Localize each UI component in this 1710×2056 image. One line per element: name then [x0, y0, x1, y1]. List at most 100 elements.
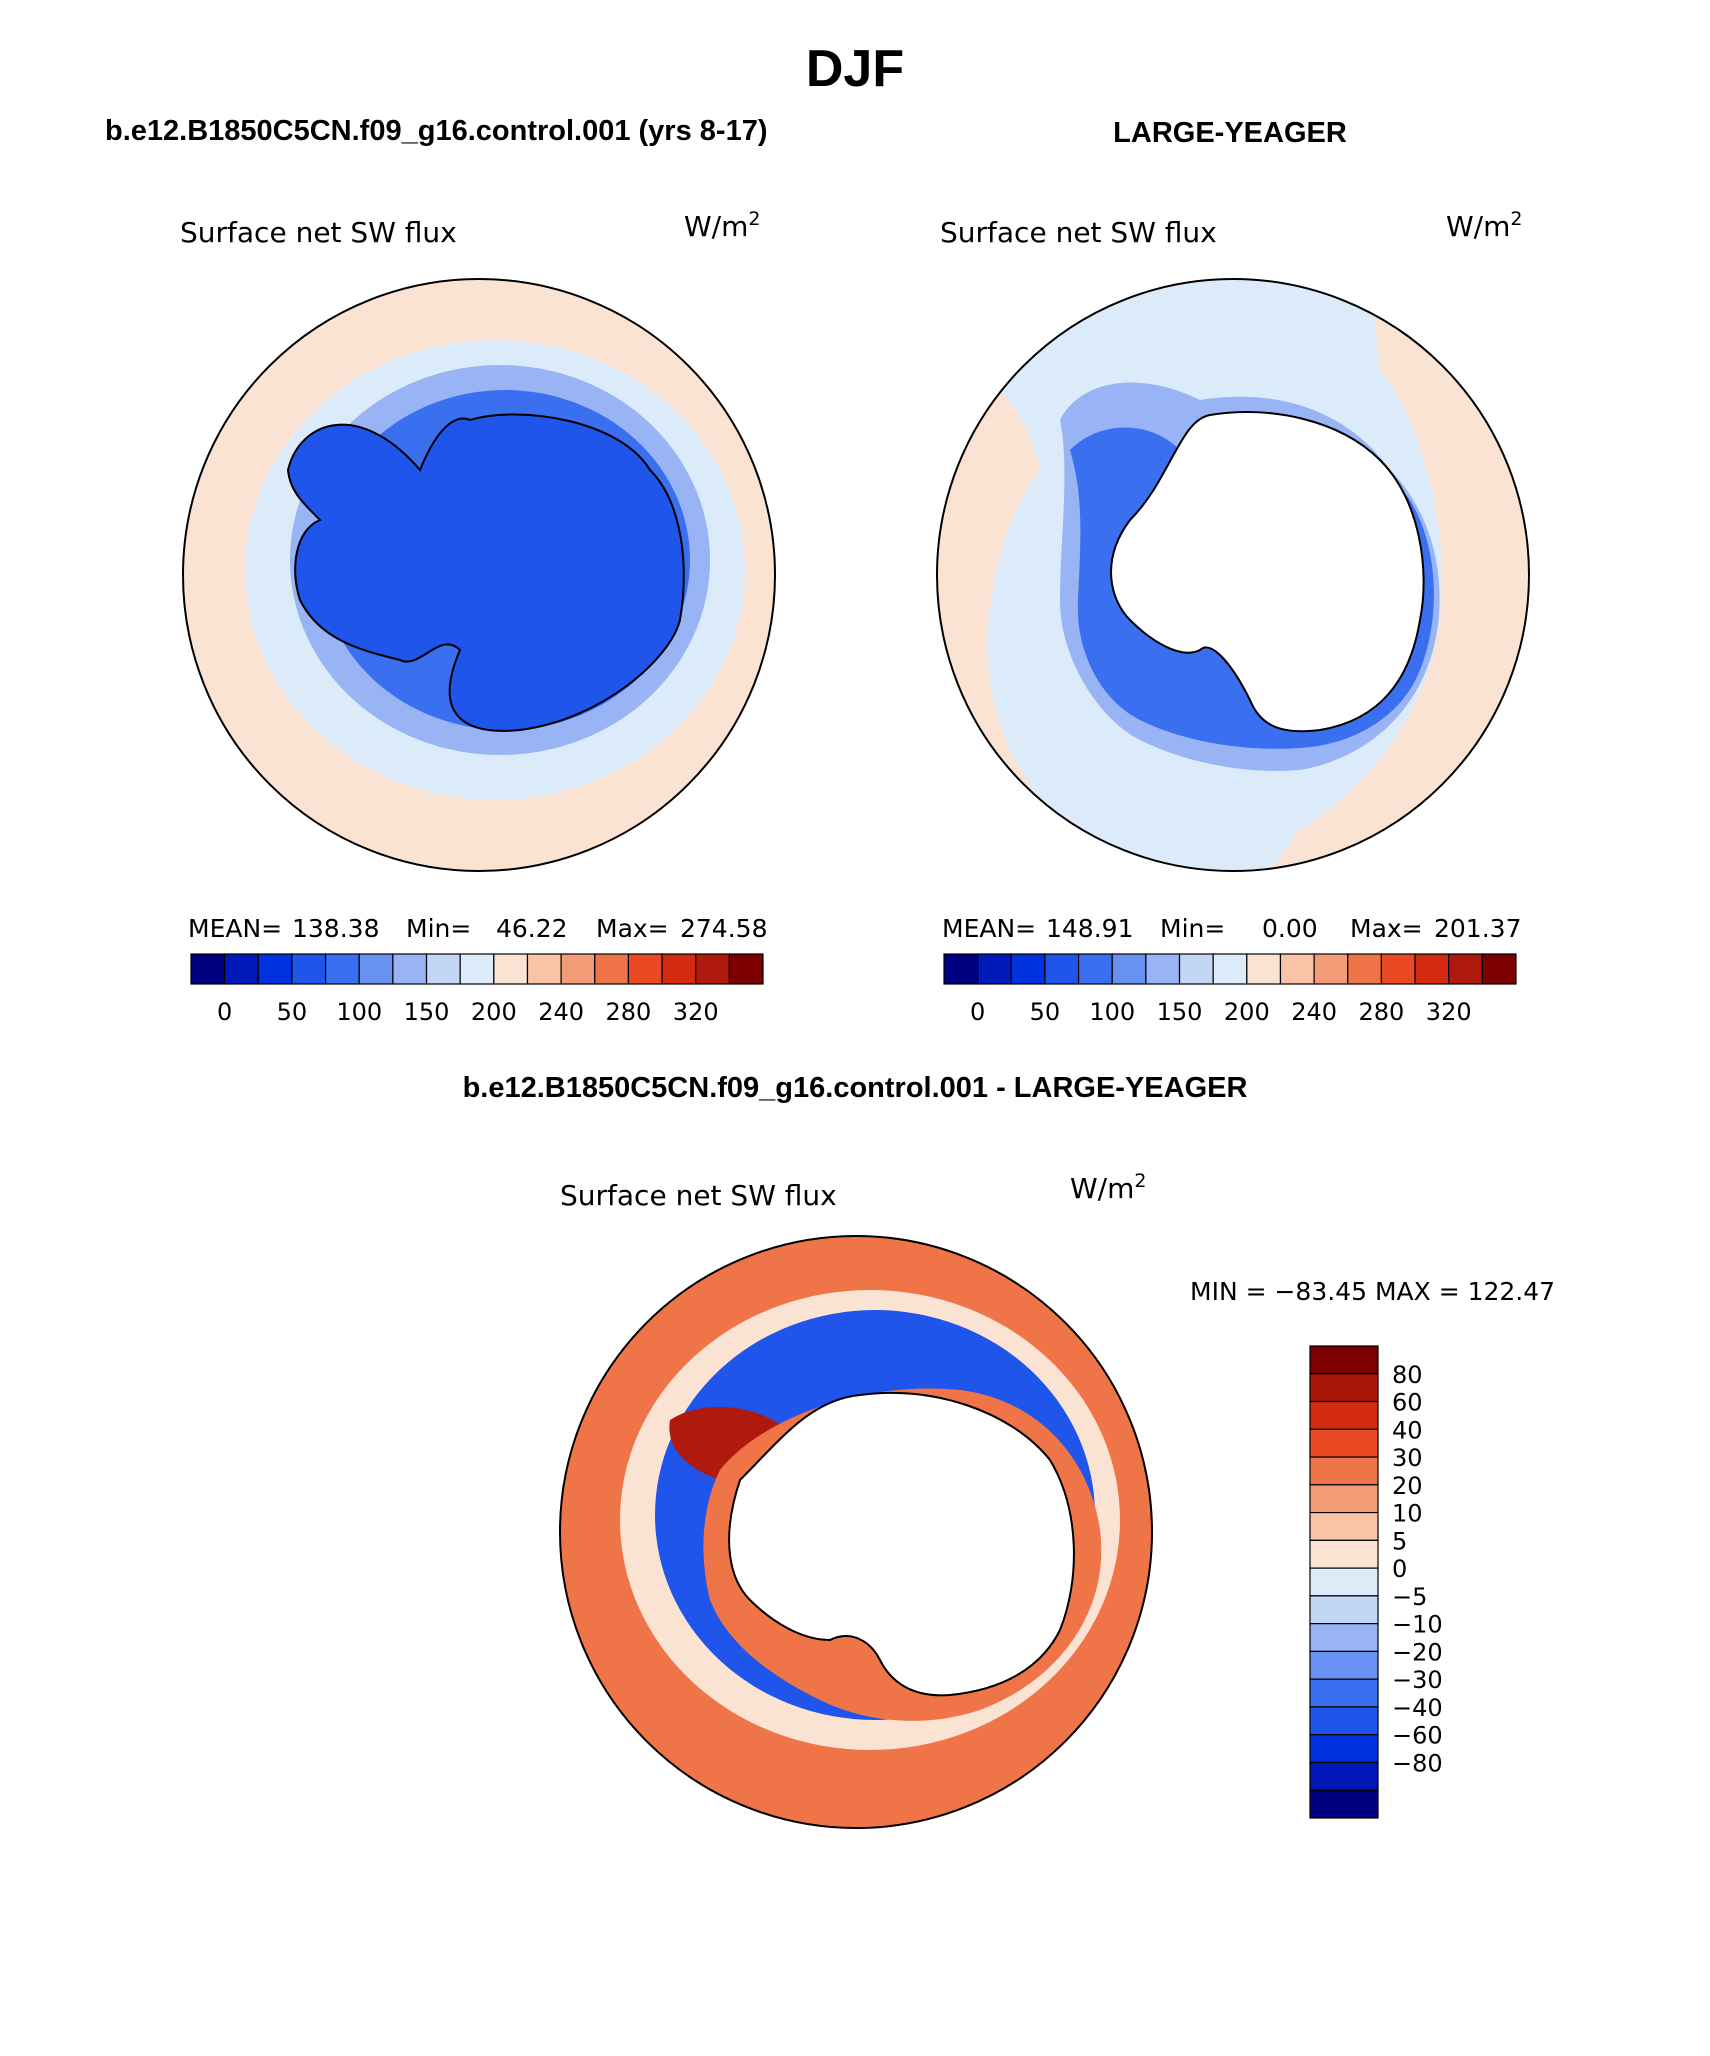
panel-c-colorbar-box [1309, 1456, 1379, 1486]
panel-b-colorbar-box [1246, 953, 1282, 985]
panel-a-colorbar-box [392, 953, 428, 985]
panel-b-colorbar-box [1481, 953, 1517, 985]
panel-a-stats: MEAN= 138.38 Min= 46.22 Max= 274.58 [188, 914, 767, 943]
panel-b-colorbar-box [943, 953, 979, 985]
panel-c-map [560, 1236, 1152, 1828]
panel-c-variable: Surface net SW flux [560, 1179, 837, 1212]
panel-b-colorbar-tick-label: 0 [970, 998, 985, 1026]
panel-a-colorbar-box [291, 953, 327, 985]
panel-b-max-value: 201.37 [1434, 914, 1521, 943]
panel-a-max-value: 274.58 [680, 914, 767, 943]
panel-b-min-label: Min= [1160, 914, 1225, 943]
panel-b-colorbar-box [1145, 953, 1181, 985]
panel-c-colorbar-tick-label: −60 [1392, 1722, 1443, 1750]
panel-a-map-outline [182, 278, 776, 872]
panel-b-colorbar-tick-label: 240 [1291, 998, 1337, 1026]
panel-c-colorbar-tick-label: −20 [1392, 1638, 1443, 1666]
panel-c-colorbar-box [1309, 1511, 1379, 1541]
panel-a-colorbar-tick-label: 100 [336, 998, 382, 1026]
panel-a-mean-value: 138.38 [292, 914, 379, 943]
panel-a-colorbar-box [324, 953, 360, 985]
panel-a-colorbar-box [358, 953, 394, 985]
panel-a-colorbar-box [728, 953, 764, 985]
panel-a-colorbar-box [627, 953, 663, 985]
panel-b-colorbar-box [1279, 953, 1315, 985]
panel-c-colorbar-tick-label: 40 [1392, 1416, 1423, 1444]
panel-c-colorbar-tick-label: −80 [1392, 1749, 1443, 1777]
panel-b-colorbar-box [1414, 953, 1450, 985]
panel-a-colorbar: 0 50 100 150 200 240 280 320 [190, 953, 764, 1026]
panel-b-map [937, 279, 1529, 871]
panel-c-colorbar-tick-label: 80 [1392, 1361, 1423, 1389]
panel-c-colorbar-box [1309, 1567, 1379, 1597]
panel-c-colorbar-box [1309, 1373, 1379, 1403]
panel-c-colorbar-tick-label: 0 [1392, 1555, 1407, 1583]
panel-a-variable: Surface net SW flux [180, 216, 457, 249]
panel-c-colorbar-tick-label: −30 [1392, 1666, 1443, 1694]
panel-b-colorbar-box [1044, 953, 1080, 985]
panel-c-colorbar-box [1309, 1400, 1379, 1430]
panel-a: Surface net SW flux W/m2 MEAN= 138.38 Mi… [180, 208, 776, 1026]
panel-c-colorbar-box [1309, 1484, 1379, 1514]
panel-c-colorbar-tick-label: 5 [1392, 1527, 1407, 1555]
panel-a-colorbar-tick-label: 200 [471, 998, 517, 1026]
panel-c-colorbar-tick-label: −10 [1392, 1611, 1443, 1639]
panel-a-colorbar-box [190, 953, 226, 985]
panel-b-max-label: Max= [1350, 914, 1423, 943]
panel-c-colorbar-box [1309, 1539, 1379, 1569]
panel-a-colorbar-box [661, 953, 697, 985]
panel-b-colorbar-box [1448, 953, 1483, 985]
panel-b-colorbar-box [1077, 953, 1113, 985]
diff-title: b.e12.B1850C5CN.f09_g16.control.001 - LA… [463, 1072, 1248, 1104]
panel-c-colorbar-box [1309, 1761, 1379, 1791]
panel-b-colorbar-box [977, 953, 1012, 985]
panel-b-colorbar-tick-label: 150 [1157, 998, 1203, 1026]
panel-b-min-value: 0.00 [1262, 914, 1318, 943]
panel-a-mean-label: MEAN= [188, 914, 282, 943]
panel-b-units: W/m2 [1446, 208, 1523, 243]
panel-b-colorbar-box [1380, 953, 1416, 985]
panel-c-units: W/m2 [1070, 1170, 1147, 1205]
panel-c-colorbar-tick-label: 20 [1392, 1472, 1423, 1500]
panel-b-colorbar-box [1347, 953, 1383, 985]
panel-c-colorbar-box [1309, 1623, 1379, 1653]
panel-c-colorbar-box [1309, 1734, 1379, 1764]
panel-a-min-label: Min= [406, 914, 471, 943]
panel-c-colorbar-box [1309, 1650, 1379, 1680]
panel-b-colorbar-tick-label: 280 [1359, 998, 1405, 1026]
panel-a-colorbar-box [594, 953, 630, 985]
panel-b-colorbar-tick-label: 50 [1030, 998, 1061, 1026]
panel-a-colorbar-box [560, 953, 596, 985]
panel-b-colorbar-box [1111, 953, 1147, 985]
panel-c-antarctica-blank [728, 1391, 1075, 1697]
panel-b-colorbar-box [1178, 953, 1214, 985]
panel-b-stats: MEAN= 148.91 Min= 0.00 Max= 201.37 [942, 914, 1521, 943]
panel-b-map-outline [936, 278, 1530, 872]
panel-b-mean-value: 148.91 [1046, 914, 1133, 943]
panel-c-colorbar-box [1309, 1678, 1379, 1708]
panel-b-variable: Surface net SW flux [940, 216, 1217, 249]
panel-a-colorbar-box [224, 953, 259, 985]
panel-c-minmax: MIN = −83.45 MAX = 122.47 [1190, 1277, 1555, 1306]
panel-c-colorbar-box [1309, 1345, 1379, 1375]
panel-c-colorbar-tick-label: 10 [1392, 1500, 1423, 1528]
season-title: DJF [806, 40, 904, 98]
panel-a-colorbar-box [526, 953, 562, 985]
panel-a-colorbar-tick-label: 320 [673, 998, 719, 1026]
panel-b-colorbar-tick-label: 100 [1089, 998, 1135, 1026]
panel-b-colorbar-tick-label: 200 [1224, 998, 1270, 1026]
panel-a-colorbar-tick-label: 280 [606, 998, 652, 1026]
panel-c-colorbar-box [1309, 1428, 1379, 1458]
panel-a-max-label: Max= [596, 914, 669, 943]
panel-b-mean-label: MEAN= [942, 914, 1036, 943]
panel-a-colorbar-tick-label: 240 [538, 998, 584, 1026]
panel-c-colorbar-box [1309, 1595, 1379, 1625]
panel-c-colorbar-tick-label: −40 [1392, 1694, 1443, 1722]
panel-c-colorbar-tick-label: −5 [1392, 1583, 1427, 1611]
panel-c-colorbar-box [1309, 1789, 1379, 1819]
panel-a-map [183, 279, 775, 871]
panel-a-colorbar-tick-label: 150 [404, 998, 450, 1026]
panel-b-colorbar-tick-label: 320 [1426, 998, 1472, 1026]
panel-a-colorbar-box [425, 953, 461, 985]
